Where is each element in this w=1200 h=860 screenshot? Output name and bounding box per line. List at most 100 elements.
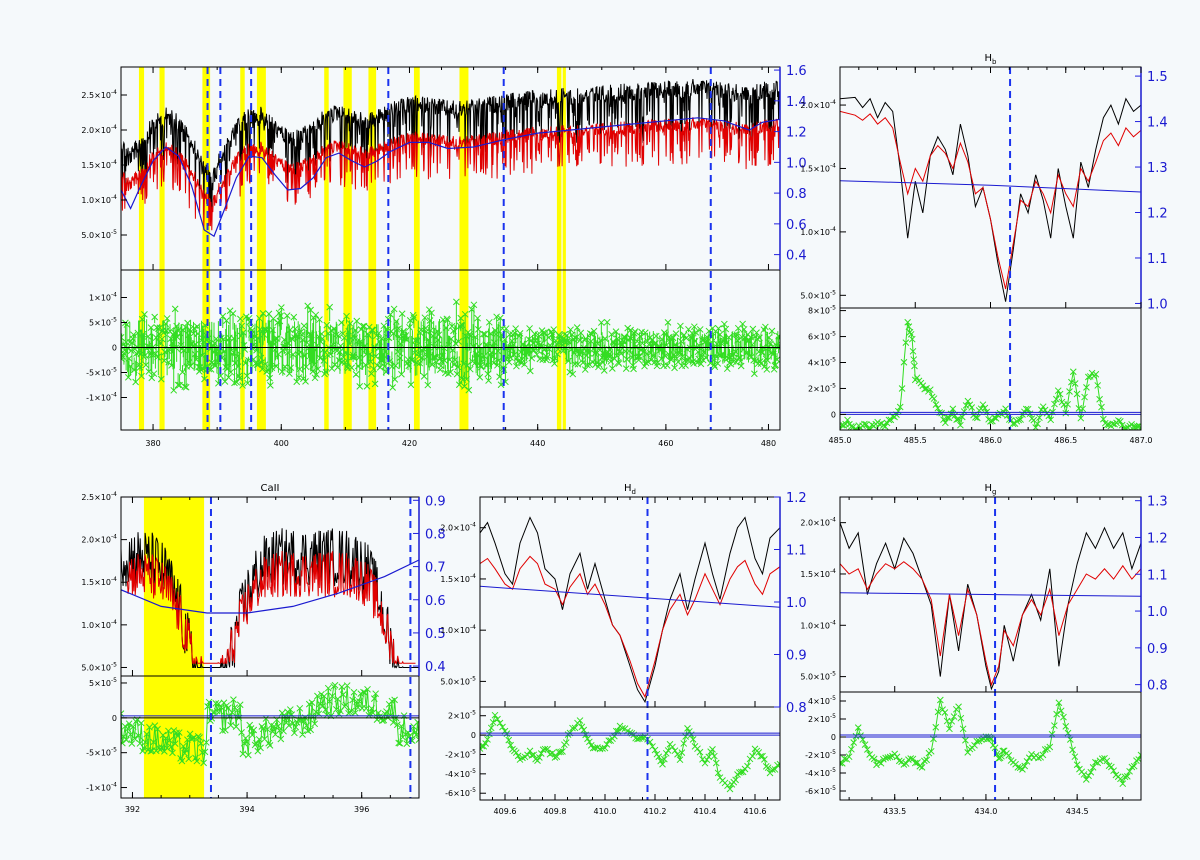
tick-exponent: -5: [111, 229, 117, 236]
y-tick-label: 2.0×10-4: [440, 522, 476, 533]
right-tick-label: 0.9: [425, 494, 446, 509]
tick-exponent: -5: [111, 367, 117, 374]
bottom-frame: [839, 307, 1142, 431]
tick-mantissa: 2.0×10: [81, 126, 111, 135]
x-tick-label: 380: [145, 439, 160, 448]
tick-mantissa: 1.0×10: [440, 626, 470, 635]
tick-mantissa: 2.0×10: [800, 519, 830, 528]
tick-exponent: -5: [111, 661, 117, 668]
panel-title-subscript: b: [992, 58, 997, 66]
residual-line: [840, 322, 1141, 430]
right-tick-label: 0.5: [425, 627, 446, 642]
model-spectrum-line: [840, 561, 1141, 687]
residual-y-tick-label: -5×10-5: [86, 747, 117, 758]
x-tick-label: 410.4: [694, 807, 717, 816]
y-tick-label: 2.0×10-4: [81, 534, 117, 545]
model-spectrum-line: [121, 117, 780, 231]
right-tick-label: 0.6: [786, 218, 807, 233]
right-tick-label: 1.5: [1147, 70, 1168, 85]
residual-y-tick-label: -4×10-5: [805, 767, 836, 778]
right-tick-label: 1.0: [1147, 297, 1168, 312]
plot-area: [840, 497, 1141, 800]
residual-markers: [840, 318, 1141, 430]
plot-area: [121, 67, 780, 430]
bottom-frame: [839, 691, 1142, 801]
highlight-band: [556, 67, 562, 430]
panel-full: 5.0×10-51.0×10-41.5×10-42.0×10-42.5×10-4…: [81, 64, 806, 448]
residual-markers: [840, 696, 1141, 788]
tick-mantissa: -6×10: [445, 789, 470, 798]
x-tick-label: 409.6: [494, 807, 517, 816]
x-tick-label: 487.0: [1130, 436, 1153, 445]
residual-y-tick-label: 2×10-5: [808, 713, 836, 724]
y-tick-label: 1.0×10-4: [81, 619, 117, 630]
tick-mantissa: 5×10: [89, 319, 111, 328]
residual-y-tick-label: 8×10-5: [808, 305, 836, 316]
plot-area: [121, 497, 419, 798]
residual-markers: [121, 298, 780, 394]
tick-mantissa: 5.0×10: [800, 291, 830, 300]
y-tick-label: 5.0×10-5: [800, 289, 836, 300]
tick-mantissa: -1×10: [86, 394, 111, 403]
tick-mantissa: 2.0×10: [800, 101, 830, 110]
observed-spectrum-line: [480, 516, 780, 704]
tick-exponent: -5: [470, 748, 476, 755]
ratio-line: [121, 117, 780, 238]
highlight-band: [368, 67, 377, 430]
tick-mantissa: 1.0×10: [81, 621, 111, 630]
panel-title: CaII: [260, 483, 279, 494]
tick-exponent: -4: [111, 194, 117, 201]
tick-mantissa: 4×10: [808, 359, 830, 368]
residual-y-tick-label: 0: [112, 344, 117, 353]
tick-mantissa: 0: [471, 731, 476, 740]
tick-mantissa: 0: [831, 733, 836, 742]
y-tick-label: 1.5×10-4: [800, 162, 836, 173]
residual-y-tick-label: 0: [831, 733, 836, 742]
tick-exponent: -4: [111, 392, 117, 399]
highlight-band: [562, 67, 566, 430]
tick-exponent: -4: [111, 124, 117, 131]
residual-y-tick-label: -6×10-5: [805, 785, 836, 796]
y-tick-label: 2.0×10-4: [81, 124, 117, 135]
flux-lines: [840, 96, 1141, 302]
tick-exponent: -5: [830, 695, 836, 702]
tick-exponent: -4: [830, 619, 836, 626]
right-tick-label: 0.9: [786, 649, 807, 664]
residual-y-tick-label: -5×10-5: [86, 367, 117, 378]
y-tick-label: 2.5×10-4: [81, 491, 117, 502]
tick-mantissa: 0: [112, 714, 117, 723]
panel-title: Hd: [624, 483, 636, 496]
tick-mantissa: 1.5×10: [81, 161, 111, 170]
right-tick-label: 0.7: [425, 561, 446, 576]
tick-exponent: -4: [830, 99, 836, 106]
panel-title-subscript: d: [632, 488, 636, 496]
residual-series: [121, 681, 419, 767]
x-tick-label: 485.0: [829, 436, 852, 445]
y-tick-label: 2.0×10-4: [800, 517, 836, 528]
y-tick-label: 5.0×10-5: [800, 671, 836, 682]
right-tick-label: 1.4: [1147, 116, 1168, 131]
residual-series: [121, 298, 780, 394]
tick-mantissa: -6×10: [805, 787, 830, 796]
observed-spectrum-line: [840, 522, 1141, 691]
tick-exponent: -4: [830, 226, 836, 233]
tick-mantissa: -2×10: [445, 750, 470, 759]
right-tick-label: 1.1: [1147, 568, 1168, 583]
tick-exponent: -5: [830, 357, 836, 364]
right-tick-label: 1.6: [786, 64, 807, 79]
highlight-band: [138, 67, 145, 430]
highlight-band: [459, 67, 469, 430]
tick-exponent: -4: [470, 522, 476, 529]
y-tick-label: 5.0×10-5: [81, 661, 117, 672]
tick-exponent: -4: [111, 491, 117, 498]
tick-mantissa: 1.5×10: [81, 578, 111, 587]
tick-mantissa: 2×10: [448, 712, 470, 721]
panel-title: Hg: [985, 483, 997, 496]
tick-mantissa: 2.5×10: [81, 493, 111, 502]
right-tick-label: 0.4: [786, 249, 807, 264]
residual-y-tick-label: -2×10-5: [445, 748, 476, 759]
panel-title-main: H: [985, 53, 993, 64]
tick-exponent: -4: [830, 517, 836, 524]
tick-exponent: -5: [470, 710, 476, 717]
